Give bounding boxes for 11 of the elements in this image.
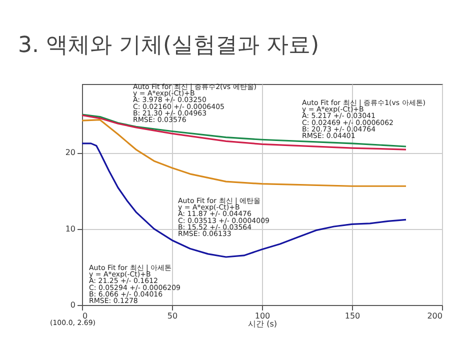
x-tick-label: 150 [344, 312, 360, 320]
chart-title: 3. 액체와 기체(실험결과 자료) [18, 33, 320, 58]
line-series [81, 142, 407, 258]
x-tick-label: 0 [82, 312, 88, 320]
y-tick-label: 0 [70, 300, 76, 310]
x-tick-label: 200 [427, 312, 442, 320]
x-axis-title: 시간 (s) [248, 320, 277, 328]
y-tick-label: 20 [65, 148, 76, 158]
x-tick-label: 50 [167, 312, 178, 320]
y-tick-label: 10 [65, 224, 76, 234]
x-tick-label: 100 [254, 312, 270, 320]
